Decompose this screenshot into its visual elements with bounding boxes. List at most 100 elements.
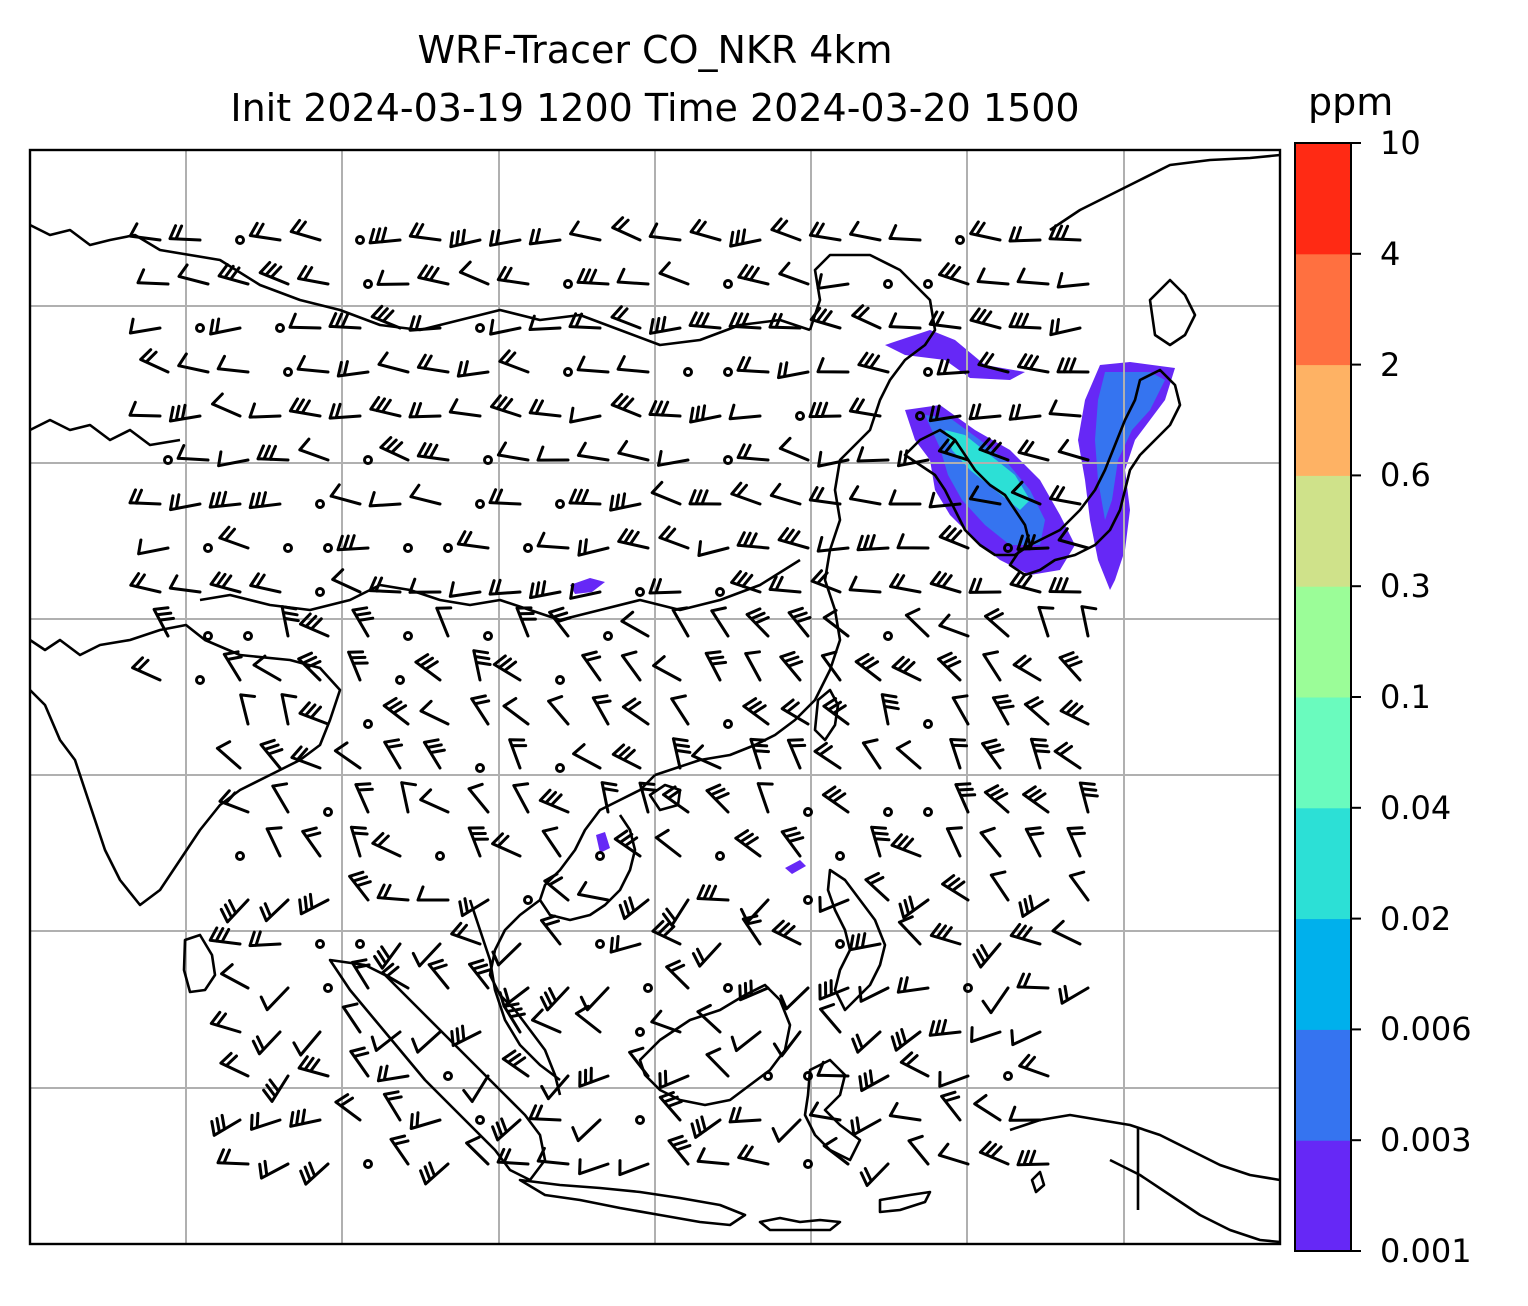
wind-barb-calm xyxy=(723,367,733,377)
wind-barb xyxy=(259,898,290,923)
wind-barb xyxy=(416,885,450,902)
wind-barb xyxy=(1078,781,1099,814)
wind-barb xyxy=(618,1159,650,1177)
map-title-line-1: WRF-Tracer CO_NKR 4km xyxy=(417,28,893,72)
wind-barb xyxy=(128,400,162,418)
colorbar-tick-label: 0.6 xyxy=(1380,456,1431,495)
wind-barb xyxy=(408,577,442,594)
wind-barb xyxy=(973,1094,1002,1122)
wind-barb xyxy=(937,1142,970,1166)
wind-barb xyxy=(209,571,242,594)
wind-barb-calm xyxy=(475,763,485,773)
wind-barb xyxy=(414,653,442,682)
coast-hainan xyxy=(648,783,682,812)
wind-barb-calm xyxy=(323,983,333,993)
wind-barb xyxy=(219,1051,250,1078)
wind-barb xyxy=(531,1008,562,1034)
wind-barb xyxy=(864,871,890,902)
wind-barb xyxy=(928,404,962,423)
wind-barb xyxy=(210,1113,242,1137)
wind-barb xyxy=(177,263,210,286)
wind-barb xyxy=(772,1030,802,1058)
wind-barb xyxy=(888,224,922,242)
wind-barb xyxy=(662,898,690,927)
colorbar-tick-label: 10 xyxy=(1380,124,1421,162)
wind-barb xyxy=(1009,922,1042,946)
wind-barb xyxy=(259,986,290,1012)
wind-barb-calm xyxy=(963,983,973,993)
wind-barb xyxy=(350,958,371,990)
wind-barb xyxy=(491,942,522,967)
wind-barb-calm xyxy=(595,851,605,861)
wind-barb xyxy=(691,744,722,770)
wind-barb-calm xyxy=(723,279,733,289)
wind-barb xyxy=(813,741,842,770)
wind-barb xyxy=(468,958,492,990)
wind-barb xyxy=(817,450,850,468)
wind-barb xyxy=(577,538,610,557)
wind-barb-calm xyxy=(363,719,373,729)
wind-barb xyxy=(536,531,570,550)
coast-lesser-sunda xyxy=(758,1216,842,1232)
wind-barb-calm xyxy=(915,411,925,421)
colorbar-unit-label: ppm xyxy=(1308,80,1394,124)
wind-barb-calm xyxy=(923,719,933,729)
wind-barb xyxy=(470,694,491,726)
wind-barb xyxy=(861,738,882,770)
coast-china-north xyxy=(654,253,937,777)
wind-barb xyxy=(502,697,530,726)
wind-barb xyxy=(880,693,900,726)
wind-barb xyxy=(498,349,530,374)
wind-barb xyxy=(382,1090,403,1122)
wind-barb xyxy=(416,442,450,462)
colorbar-segment xyxy=(1295,1029,1351,1141)
wind-barb-calm xyxy=(163,455,173,465)
wind-barb xyxy=(569,583,602,600)
wind-barb xyxy=(728,1106,762,1124)
wind-barb xyxy=(280,693,298,726)
wind-barb xyxy=(139,348,170,374)
wind-barb xyxy=(736,356,770,374)
wind-barb xyxy=(220,963,250,990)
coast-philippines xyxy=(826,868,887,1012)
wind-barb xyxy=(688,311,722,330)
wind-barb xyxy=(896,976,930,994)
wind-barb xyxy=(777,527,810,550)
wind-barb xyxy=(1016,1149,1050,1167)
wind-barb xyxy=(940,1090,962,1122)
wind-barb xyxy=(972,942,1002,969)
wind-barb xyxy=(417,264,450,286)
wind-barb xyxy=(216,1148,250,1166)
wind-barb xyxy=(576,355,610,374)
wind-barb xyxy=(705,783,730,814)
wind-barb xyxy=(382,696,410,726)
wind-barb xyxy=(984,608,1010,638)
wind-barb xyxy=(491,1117,522,1142)
wind-barb xyxy=(211,392,242,418)
wind-barb xyxy=(377,351,410,374)
wind-barb xyxy=(730,1030,762,1053)
wind-barb xyxy=(688,489,722,506)
wind-barb xyxy=(849,220,882,242)
wind-barb xyxy=(816,273,850,290)
wind-barb-calm xyxy=(363,279,373,289)
wind-barb xyxy=(870,825,891,858)
wind-barb xyxy=(547,695,570,726)
wind-barb xyxy=(821,785,850,814)
wind-barb xyxy=(899,1051,930,1078)
wind-barb xyxy=(248,930,282,948)
wind-barb-calm xyxy=(835,939,845,949)
wind-barb xyxy=(496,441,530,462)
wind-barb xyxy=(137,538,170,556)
wind-barb xyxy=(734,829,762,858)
wind-barb-calm xyxy=(283,543,293,553)
wind-barb xyxy=(529,580,562,600)
wind-barb xyxy=(348,870,372,902)
wind-barb xyxy=(979,826,1002,858)
wind-barb xyxy=(297,651,322,682)
wind-barb xyxy=(538,788,570,814)
wind-barb xyxy=(749,737,770,770)
colorbar-segment xyxy=(1295,364,1351,476)
wind-barb xyxy=(528,398,562,418)
wind-barb xyxy=(941,874,970,902)
